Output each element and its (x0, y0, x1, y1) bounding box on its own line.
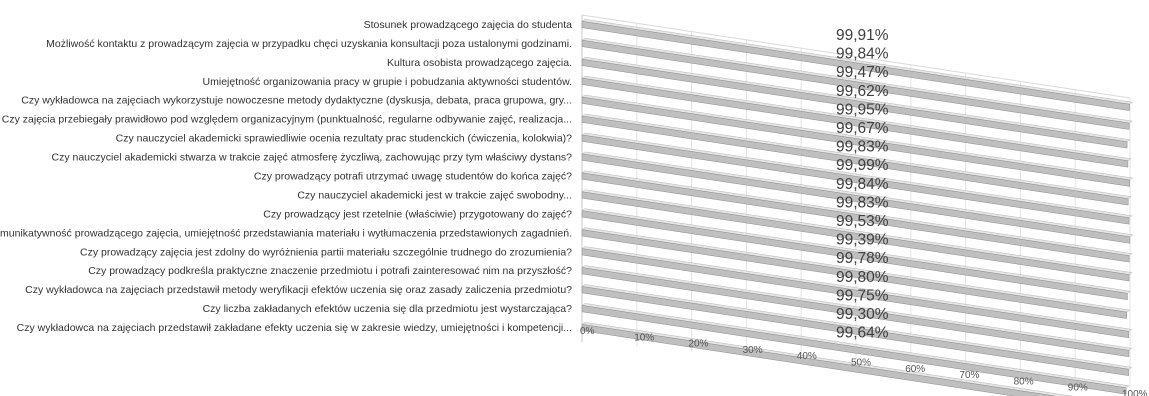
x-axis-ticks: 0% 10% 20% 30% 40% 50% 60% 70% 80% 90% 100% (580, 326, 1148, 396)
x-tick-label: 90% (1068, 383, 1088, 394)
x-tick-label: 70% (959, 370, 979, 381)
x-tick-label: 60% (905, 364, 925, 375)
data-label: 99,30% (836, 306, 889, 323)
data-labels: 99,91%99,84%99,47%99,62%99,95%99,67%99,8… (836, 27, 889, 342)
bar (581, 20, 1130, 111)
data-label: 99,84% (836, 46, 889, 63)
bar (581, 229, 1127, 319)
category-label: Stosunek prowadzącego zajęcia do student… (364, 19, 573, 31)
category-label: Czy wykładowca na zajęciach wykorzystuje… (21, 95, 572, 107)
bar (581, 77, 1129, 168)
category-label: Czy prowadzący zajęcia jest zdolny do wy… (80, 246, 572, 258)
bar (581, 324, 1057, 396)
data-label: 99,39% (836, 232, 889, 249)
data-label: 99,84% (836, 176, 889, 193)
data-label: 99,64% (836, 325, 889, 342)
bar (581, 286, 1129, 376)
bar (581, 153, 1131, 244)
bar (581, 58, 1128, 149)
category-label: Czy zajęcia przebiegały prawidłowo pod w… (2, 114, 572, 126)
bar (581, 267, 1130, 358)
category-label: Czy liczba zakładanych efektów uczenia s… (203, 303, 573, 315)
data-label: 99,91% (836, 27, 889, 44)
bar (581, 172, 1130, 263)
x-tick-label: 80% (1014, 376, 1034, 387)
data-label: 99,47% (836, 64, 889, 81)
bar (581, 134, 1130, 225)
data-label: 99,75% (836, 287, 889, 304)
category-label: Czy wykładowca na zajęciach przedstawił … (17, 322, 572, 334)
bar (581, 115, 1129, 206)
category-label: Kultura osobista prowadzącego zajęcia. (387, 57, 572, 69)
x-tick-label: 40% (797, 351, 817, 362)
category-label: Możliwość kontaktu z prowadzącym zajęcia… (46, 38, 572, 50)
bar (581, 248, 1130, 339)
category-label: Komunikatywność prowadzącego zajęcia, um… (0, 227, 572, 239)
x-tick-label: 10% (634, 332, 654, 343)
x-tick-label: 30% (743, 345, 763, 356)
data-label: 99,78% (836, 250, 889, 267)
data-label: 99,53% (836, 213, 889, 230)
bar (581, 210, 1128, 300)
category-labels: Stosunek prowadzącego zajęcia do student… (0, 19, 572, 334)
x-tick-label: 0% (580, 326, 595, 337)
bar (581, 96, 1130, 187)
category-label: Czy wykładowca na zajęciach przedstawił … (25, 284, 572, 296)
bar (581, 39, 1130, 130)
category-label: Czy prowadzący podkreśla praktyczne znac… (88, 265, 572, 277)
data-label: 99,67% (836, 120, 889, 137)
x-tick-label: 20% (688, 339, 708, 350)
category-label: Czy prowadzący potrafi utrzymać uwagę st… (254, 171, 572, 183)
category-label: Czy nauczyciel akademicki stwarza w trak… (52, 152, 573, 164)
category-label: Czy nauczyciel akademicki sprawiedliwie … (116, 133, 573, 145)
bars (581, 19, 1134, 396)
bar (581, 191, 1130, 282)
data-label: 99,83% (836, 139, 889, 156)
category-label: Umiejętność organizowania pracy w grupie… (203, 76, 572, 88)
data-label: 99,83% (836, 194, 889, 211)
category-label: Czy prowadzący jest rzetelnie (właściwie… (263, 208, 572, 220)
bar (581, 305, 1127, 395)
x-tick-label: 50% (851, 358, 871, 369)
data-label: 99,95% (836, 101, 889, 118)
data-label: 99,62% (836, 83, 889, 100)
category-label: Czy nauczyciel akademicki jest w trakcie… (297, 189, 572, 201)
x-tick-label: 100% (1122, 389, 1148, 396)
data-label: 99,99% (836, 157, 889, 174)
data-label: 99,80% (836, 269, 889, 286)
